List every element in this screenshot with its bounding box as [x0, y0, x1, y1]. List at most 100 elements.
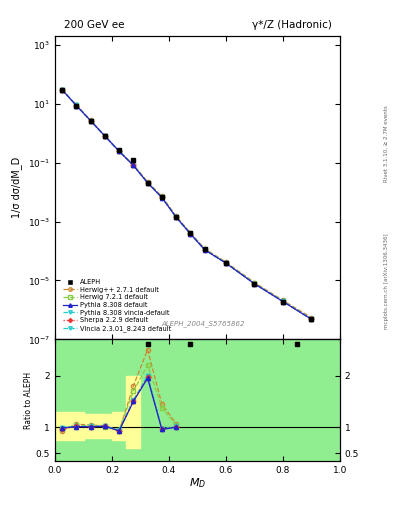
- Pythia 8.308 vincia-default: [74, 102, 79, 109]
- Herwig++ 2.7.1 default: [202, 246, 207, 252]
- Herwig++ 2.7.1 default: [60, 88, 64, 94]
- Pythia 8.308 vincia-default: [103, 133, 107, 139]
- Herwig++ 2.7.1 default: [224, 259, 228, 265]
- Herwig 7.2.1 default: [202, 246, 207, 252]
- Pythia 8.308 vincia-default: [60, 87, 64, 93]
- Pythia 8.308 vincia-default: [160, 194, 164, 200]
- Vincia 2.3.01_8.243 default: [145, 180, 150, 186]
- ALEPH: [160, 194, 164, 200]
- Text: 200 GeV ee: 200 GeV ee: [64, 20, 124, 30]
- Vincia 2.3.01_8.243 default: [224, 260, 228, 266]
- Pythia 8.308 default: [252, 281, 257, 287]
- Line: Sherpa 2.2.9 default: Sherpa 2.2.9 default: [61, 88, 313, 321]
- ALEPH: [224, 260, 228, 266]
- Pythia 8.308 default: [281, 298, 285, 305]
- Herwig 7.2.1 default: [103, 133, 107, 139]
- Sherpa 2.2.9 default: [145, 180, 150, 186]
- Line: Herwig++ 2.7.1 default: Herwig++ 2.7.1 default: [60, 89, 314, 319]
- Herwig 7.2.1 default: [281, 298, 285, 304]
- Herwig 7.2.1 default: [145, 180, 150, 186]
- Vincia 2.3.01_8.243 default: [103, 133, 107, 139]
- Herwig++ 2.7.1 default: [103, 133, 107, 139]
- Herwig++ 2.7.1 default: [117, 148, 121, 155]
- Herwig++ 2.7.1 default: [74, 102, 79, 108]
- Pythia 8.308 vincia-default: [252, 281, 257, 287]
- Pythia 8.308 default: [160, 195, 164, 201]
- Vincia 2.3.01_8.243 default: [281, 298, 285, 305]
- Line: Pythia 8.308 default: Pythia 8.308 default: [60, 88, 314, 322]
- Herwig++ 2.7.1 default: [145, 179, 150, 185]
- Pythia 8.308 vincia-default: [224, 260, 228, 266]
- Sherpa 2.2.9 default: [309, 316, 314, 323]
- Herwig 7.2.1 default: [60, 87, 64, 93]
- Sherpa 2.2.9 default: [74, 102, 79, 109]
- Herwig 7.2.1 default: [188, 230, 193, 237]
- Vincia 2.3.01_8.243 default: [117, 148, 121, 154]
- Vincia 2.3.01_8.243 default: [309, 316, 314, 322]
- Herwig++ 2.7.1 default: [131, 162, 136, 168]
- Herwig 7.2.1 default: [74, 102, 79, 109]
- Herwig++ 2.7.1 default: [281, 297, 285, 304]
- Pythia 8.308 default: [202, 247, 207, 253]
- Sherpa 2.2.9 default: [60, 87, 64, 93]
- Pythia 8.308 vincia-default: [145, 180, 150, 186]
- Line: ALEPH: ALEPH: [60, 87, 314, 322]
- Sherpa 2.2.9 default: [281, 298, 285, 305]
- Herwig++ 2.7.1 default: [174, 214, 178, 220]
- Line: Pythia 8.308 vincia-default: Pythia 8.308 vincia-default: [60, 88, 314, 321]
- Pythia 8.308 default: [60, 87, 64, 93]
- Herwig 7.2.1 default: [309, 316, 314, 322]
- Y-axis label: Ratio to ALEPH: Ratio to ALEPH: [24, 372, 33, 429]
- Pythia 8.308 default: [224, 260, 228, 266]
- ALEPH: [252, 281, 257, 287]
- Sherpa 2.2.9 default: [174, 214, 178, 220]
- Pythia 8.308 default: [131, 162, 136, 168]
- Text: mcplots.cern.ch [arXiv:1306.3436]: mcplots.cern.ch [arXiv:1306.3436]: [384, 234, 389, 329]
- Pythia 8.308 default: [174, 214, 178, 220]
- Herwig++ 2.7.1 default: [309, 314, 314, 321]
- Pythia 8.308 default: [74, 102, 79, 109]
- Pythia 8.308 vincia-default: [281, 298, 285, 305]
- Text: γ*/Z (Hadronic): γ*/Z (Hadronic): [252, 20, 331, 30]
- Herwig 7.2.1 default: [252, 280, 257, 286]
- Text: Rivet 3.1.10, ≥ 2.7M events: Rivet 3.1.10, ≥ 2.7M events: [384, 105, 389, 182]
- Herwig++ 2.7.1 default: [88, 117, 93, 123]
- Vincia 2.3.01_8.243 default: [202, 247, 207, 253]
- Sherpa 2.2.9 default: [103, 133, 107, 139]
- Vincia 2.3.01_8.243 default: [174, 214, 178, 220]
- ALEPH: [60, 87, 64, 93]
- Vincia 2.3.01_8.243 default: [74, 102, 79, 109]
- Vincia 2.3.01_8.243 default: [60, 87, 64, 93]
- Pythia 8.308 vincia-default: [117, 148, 121, 154]
- Pythia 8.308 default: [117, 148, 121, 154]
- Line: Vincia 2.3.01_8.243 default: Vincia 2.3.01_8.243 default: [60, 88, 314, 322]
- Text: ALEPH_2004_S5765862: ALEPH_2004_S5765862: [162, 321, 245, 327]
- Sherpa 2.2.9 default: [188, 230, 193, 237]
- Pythia 8.308 vincia-default: [202, 246, 207, 252]
- Pythia 8.308 vincia-default: [188, 230, 193, 237]
- ALEPH: [88, 118, 93, 124]
- Vincia 2.3.01_8.243 default: [188, 230, 193, 237]
- Pythia 8.308 default: [145, 180, 150, 186]
- ALEPH: [74, 102, 79, 109]
- ALEPH: [309, 316, 314, 323]
- Pythia 8.308 default: [309, 316, 314, 323]
- Pythia 8.308 default: [103, 133, 107, 139]
- Herwig 7.2.1 default: [131, 162, 136, 168]
- Pythia 8.308 default: [88, 118, 93, 124]
- Herwig++ 2.7.1 default: [252, 280, 257, 286]
- ALEPH: [202, 246, 207, 252]
- Sherpa 2.2.9 default: [160, 195, 164, 201]
- Pythia 8.308 vincia-default: [131, 162, 136, 168]
- Vincia 2.3.01_8.243 default: [131, 162, 136, 168]
- Pythia 8.308 vincia-default: [309, 316, 314, 322]
- X-axis label: $M_D$: $M_D$: [189, 476, 206, 490]
- Vincia 2.3.01_8.243 default: [160, 195, 164, 201]
- Line: Herwig 7.2.1 default: Herwig 7.2.1 default: [60, 88, 314, 321]
- ALEPH: [103, 133, 107, 139]
- Herwig 7.2.1 default: [224, 260, 228, 266]
- Sherpa 2.2.9 default: [202, 247, 207, 253]
- ALEPH: [117, 147, 121, 154]
- ALEPH: [145, 180, 150, 186]
- Pythia 8.308 vincia-default: [88, 118, 93, 124]
